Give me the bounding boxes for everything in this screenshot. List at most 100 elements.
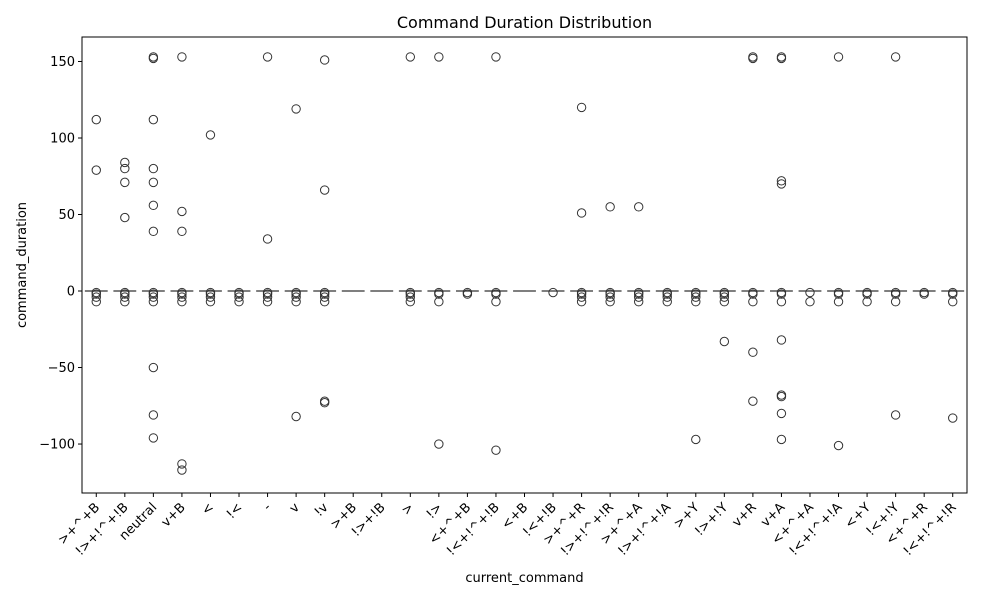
y-tick-label: 0 bbox=[67, 285, 75, 300]
outlier-point bbox=[605, 289, 615, 299]
outlier-point bbox=[576, 208, 587, 218]
y-tick-label: −50 bbox=[48, 361, 75, 376]
outlier-point bbox=[948, 413, 958, 423]
outlier-point bbox=[177, 465, 187, 475]
outlier-point bbox=[776, 176, 787, 186]
outlier-point bbox=[262, 292, 273, 302]
outlier-point bbox=[491, 289, 501, 299]
x-tick-label: !v bbox=[312, 500, 332, 520]
outlier-point bbox=[462, 289, 473, 299]
outlier-point bbox=[548, 287, 558, 298]
outlier-point bbox=[91, 297, 101, 307]
outlier-point bbox=[405, 52, 416, 62]
y-axis-label: command_duration bbox=[15, 202, 30, 328]
outlier-point bbox=[776, 335, 787, 345]
outlier-point bbox=[633, 202, 644, 212]
outlier-point bbox=[605, 202, 615, 212]
outlier-point bbox=[205, 289, 216, 299]
outlier-point bbox=[319, 297, 330, 307]
outlier-point bbox=[748, 297, 758, 307]
outlier-point bbox=[148, 53, 159, 64]
outlier-point bbox=[919, 289, 929, 299]
outlier-point bbox=[120, 289, 130, 299]
chart-title: Command Duration Distribution bbox=[397, 13, 652, 32]
x-tick-label: < bbox=[199, 500, 217, 518]
outlier-point bbox=[833, 52, 844, 62]
outlier-point bbox=[605, 292, 615, 302]
outlier-point bbox=[120, 177, 130, 188]
outlier-point bbox=[148, 226, 159, 237]
outlier-point bbox=[691, 292, 701, 302]
outlier-point bbox=[319, 185, 330, 195]
outlier-point bbox=[291, 297, 301, 307]
outlier-point bbox=[434, 52, 444, 62]
outlier-point bbox=[405, 292, 416, 302]
outlier-point bbox=[576, 102, 587, 113]
plot-area bbox=[84, 52, 965, 475]
outlier-point bbox=[291, 104, 301, 114]
outlier-point bbox=[719, 336, 730, 347]
outlier-point bbox=[491, 52, 501, 62]
outlier-point bbox=[662, 289, 672, 299]
outlier-point bbox=[177, 292, 187, 302]
outlier-point bbox=[148, 362, 159, 373]
outlier-point bbox=[120, 157, 130, 168]
outlier-point bbox=[205, 292, 216, 302]
outlier-point bbox=[776, 179, 787, 189]
outlier-point bbox=[748, 396, 758, 406]
outlier-point bbox=[890, 52, 901, 62]
outlier-point bbox=[691, 289, 701, 299]
outlier-point bbox=[148, 114, 159, 125]
outlier-point bbox=[833, 440, 844, 451]
outlier-point bbox=[319, 398, 330, 408]
x-tick-label: v+R bbox=[730, 500, 760, 530]
outlier-point bbox=[662, 297, 672, 307]
outlier-point bbox=[177, 289, 187, 299]
outlier-point bbox=[576, 289, 587, 299]
outlier-point bbox=[205, 297, 216, 307]
outlier-point bbox=[148, 163, 159, 174]
outlier-point bbox=[748, 53, 758, 64]
outlier-point bbox=[862, 297, 872, 307]
outlier-point bbox=[719, 289, 730, 299]
outlier-point bbox=[890, 297, 901, 307]
x-tick-label: !< bbox=[224, 500, 246, 522]
outlier-point bbox=[633, 292, 644, 302]
outlier-point bbox=[262, 297, 273, 307]
outlier-point bbox=[120, 297, 130, 307]
outlier-point bbox=[177, 297, 187, 307]
outlier-point bbox=[234, 297, 244, 307]
outlier-point bbox=[148, 297, 159, 307]
outlier-point bbox=[148, 433, 159, 443]
outlier-point bbox=[691, 297, 701, 307]
outlier-point bbox=[748, 347, 758, 357]
outlier-point bbox=[948, 297, 958, 307]
x-tick-label: !> bbox=[424, 500, 446, 522]
outlier-point bbox=[177, 459, 187, 469]
outlier-point bbox=[576, 292, 587, 302]
outlier-point bbox=[120, 163, 130, 174]
outlier-point bbox=[833, 297, 844, 307]
outlier-point bbox=[148, 292, 159, 302]
y-axis: −100 −50 0 50 100 150 bbox=[39, 55, 82, 453]
outlier-point bbox=[776, 434, 787, 445]
outlier-point bbox=[91, 289, 101, 299]
outlier-point bbox=[405, 289, 416, 299]
outlier-point bbox=[148, 289, 159, 299]
outlier-point bbox=[177, 206, 187, 217]
y-tick-label: −100 bbox=[39, 438, 75, 453]
outlier-point bbox=[748, 289, 758, 299]
outlier-point bbox=[291, 289, 301, 299]
outlier-point bbox=[177, 52, 187, 62]
outlier-point bbox=[890, 289, 901, 299]
outlier-point bbox=[719, 297, 730, 307]
outlier-point bbox=[948, 289, 958, 299]
outlier-point bbox=[434, 297, 444, 307]
outlier-point bbox=[205, 130, 216, 140]
plot-frame bbox=[81, 36, 968, 494]
outlier-point bbox=[776, 408, 787, 419]
outlier-point bbox=[177, 226, 187, 237]
outlier-point bbox=[234, 292, 244, 302]
x-tick-label: - bbox=[260, 500, 274, 514]
